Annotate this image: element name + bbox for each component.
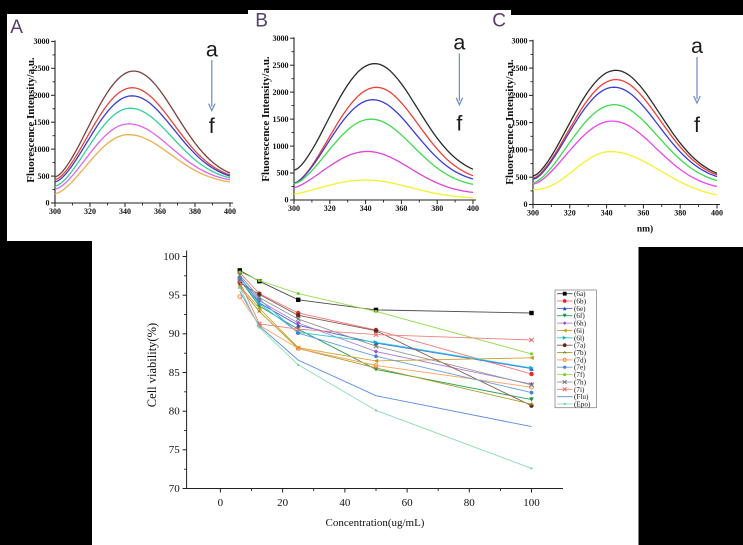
svg-text:3000: 3000: [512, 37, 528, 46]
svg-text:(6i): (6i): [574, 327, 585, 335]
svg-text:340: 340: [119, 207, 131, 216]
svg-text:80: 80: [464, 497, 476, 509]
svg-text:1500: 1500: [273, 115, 289, 124]
svg-text:(6h): (6h): [574, 320, 587, 328]
svg-text:300: 300: [49, 207, 61, 216]
svg-text:A: A: [10, 17, 23, 38]
svg-text:340: 340: [360, 204, 372, 213]
svg-text:75: 75: [169, 444, 181, 456]
svg-text:320: 320: [324, 204, 336, 213]
svg-text:100: 100: [163, 251, 180, 263]
svg-text:C: C: [492, 10, 506, 31]
svg-text:B: B: [255, 10, 268, 31]
svg-text:300: 300: [527, 209, 539, 218]
svg-text:2000: 2000: [512, 91, 528, 100]
svg-text:0: 0: [285, 196, 289, 205]
svg-text:60: 60: [402, 497, 414, 509]
svg-text:90: 90: [169, 328, 181, 340]
svg-text:(7f): (7f): [574, 371, 585, 379]
svg-text:380: 380: [431, 204, 443, 213]
svg-text:360: 360: [395, 204, 407, 213]
svg-text:(6b): (6b): [574, 298, 587, 306]
svg-text:a: a: [206, 38, 218, 62]
svg-text:(Epo): (Epo): [574, 401, 591, 409]
svg-text:(6l): (6l): [574, 334, 585, 342]
svg-text:0: 0: [46, 199, 50, 208]
svg-text:380: 380: [674, 209, 686, 218]
svg-text:500: 500: [516, 173, 528, 182]
svg-text:(7b): (7b): [574, 349, 587, 357]
svg-text:0: 0: [524, 200, 528, 209]
svg-text:2500: 2500: [34, 64, 50, 73]
svg-text:3000: 3000: [34, 37, 50, 46]
svg-text:320: 320: [84, 207, 96, 216]
svg-text:2000: 2000: [273, 88, 289, 97]
svg-text:(7d): (7d): [574, 356, 587, 364]
svg-text:85: 85: [169, 367, 181, 379]
svg-text:Fluorescence Intensity/a.u.: Fluorescence Intensity/a.u.: [25, 57, 37, 183]
svg-text:500: 500: [38, 172, 50, 181]
svg-text:40: 40: [339, 497, 351, 509]
svg-text:500: 500: [277, 169, 289, 178]
svg-text:Cell viability(%): Cell viability(%): [145, 323, 159, 407]
svg-text:1500: 1500: [512, 118, 528, 127]
svg-text:2500: 2500: [273, 61, 289, 70]
svg-text:300: 300: [288, 204, 300, 213]
svg-text:340: 340: [601, 209, 613, 218]
svg-text:f: f: [456, 112, 462, 136]
svg-text:2000: 2000: [34, 91, 50, 100]
svg-text:a: a: [453, 31, 465, 55]
svg-text:95: 95: [169, 290, 181, 302]
svg-text:70: 70: [169, 483, 181, 495]
svg-text:(7h): (7h): [574, 379, 587, 387]
svg-text:f: f: [209, 114, 215, 138]
svg-text:nm): nm): [637, 224, 653, 235]
svg-text:Fluorescence Intensity/a.u.: Fluorescence Intensity/a.u.: [504, 59, 516, 185]
svg-text:(6f): (6f): [574, 312, 585, 320]
svg-text:(7i): (7i): [574, 386, 585, 394]
svg-text:20: 20: [277, 497, 289, 509]
svg-text:100: 100: [523, 497, 540, 509]
svg-text:1500: 1500: [34, 118, 50, 127]
svg-text:380: 380: [189, 207, 201, 216]
svg-text:400: 400: [711, 209, 723, 218]
svg-text:400: 400: [467, 204, 479, 213]
svg-text:(Flu): (Flu): [574, 393, 589, 401]
svg-text:1000: 1000: [34, 145, 50, 154]
svg-text:3000: 3000: [273, 34, 289, 43]
svg-text:0: 0: [218, 497, 224, 509]
svg-text:2500: 2500: [512, 64, 528, 73]
svg-text:(6e): (6e): [574, 305, 586, 313]
svg-text:(6a): (6a): [574, 290, 586, 298]
svg-text:Fluorescence Intensity/a.u.: Fluorescence Intensity/a.u.: [260, 56, 272, 182]
svg-text:1000: 1000: [512, 146, 528, 155]
svg-text:400: 400: [224, 207, 236, 216]
svg-text:80: 80: [169, 406, 181, 418]
svg-text:360: 360: [637, 209, 649, 218]
svg-text:1000: 1000: [273, 142, 289, 151]
svg-text:Concentration(ug/mL): Concentration(ug/mL): [326, 517, 425, 529]
svg-text:a: a: [691, 34, 703, 58]
svg-text:360: 360: [154, 207, 166, 216]
svg-text:(7a): (7a): [574, 342, 586, 350]
svg-text:320: 320: [564, 209, 576, 218]
svg-text:f: f: [694, 113, 700, 137]
svg-text:(7e): (7e): [574, 364, 586, 372]
